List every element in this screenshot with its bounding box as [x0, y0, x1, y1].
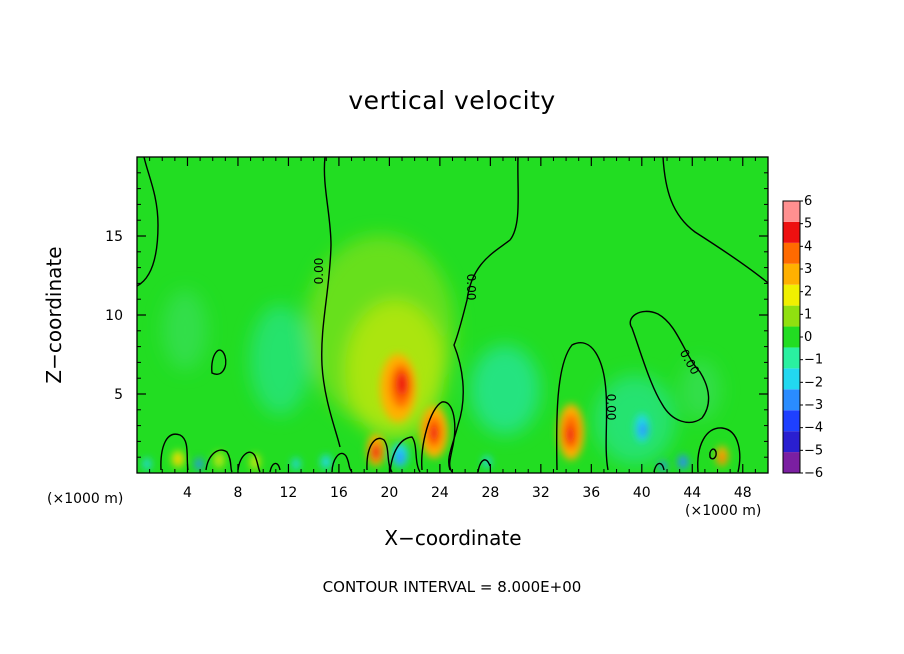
x-tick-label: 4	[183, 485, 192, 501]
colorbar-label: −4	[804, 421, 823, 436]
contour-line	[366, 437, 393, 473]
colorbar-swatch	[783, 368, 800, 390]
x-tick-label: 12	[280, 485, 298, 501]
colorbar: −6 −5 −4 −3 −2 −1 0 1 2 3 4 5 6	[782, 194, 823, 481]
colorbar-swatch	[783, 242, 800, 264]
contour-line	[331, 452, 353, 473]
contour-line	[697, 427, 741, 473]
colorbar-label: −1	[804, 353, 823, 368]
field-soft-shading	[163, 235, 720, 465]
x-axis-label: X−coordinate	[0, 526, 904, 550]
contour-line	[321, 157, 341, 448]
x-tick-label: 32	[532, 485, 550, 501]
colorbar-label: −2	[804, 375, 823, 390]
field-cells	[143, 354, 728, 471]
colorbar-swatch	[783, 452, 800, 473]
colorbar-swatch	[783, 284, 800, 306]
colorbar-label: −6	[804, 466, 823, 481]
colorbar-label: 1	[804, 307, 812, 322]
y-tick-label: 15	[105, 229, 123, 245]
colorbar-label: 4	[804, 239, 812, 254]
x-tick-label: 36	[582, 485, 600, 501]
x-tick-label: 24	[431, 485, 449, 501]
x-tick-label: 40	[633, 485, 651, 501]
contour-interval-note: CONTOUR INTERVAL = 8.000E+00	[322, 578, 582, 596]
contour-line	[160, 433, 189, 471]
colorbar-label: −3	[804, 398, 823, 413]
contour-label: 0.00	[464, 274, 478, 301]
contour-line	[205, 449, 233, 473]
contour-line	[555, 342, 609, 471]
contour-label: 0.00	[604, 394, 618, 421]
contour-line	[237, 451, 261, 473]
x-unit-right: (×1000 m)	[685, 503, 762, 519]
colorbar-label: 5	[804, 217, 812, 232]
chart-title: vertical velocity	[348, 86, 556, 115]
contour-line	[477, 459, 491, 473]
colorbar-swatch	[783, 201, 800, 222]
colorbar-swatch	[783, 326, 800, 348]
colorbar-swatch	[783, 305, 800, 327]
x-tick-label: 16	[330, 485, 348, 501]
y-tick-label: 5	[114, 387, 123, 403]
colorbar-swatch	[783, 347, 800, 369]
x-tick-label: 20	[380, 485, 398, 501]
colorbar-label: 3	[804, 262, 812, 277]
contour-label: 0.00	[312, 258, 326, 285]
x-tick-label: 8	[233, 485, 242, 501]
contour-line	[137, 157, 159, 287]
contour-line	[211, 349, 227, 375]
x-tick-label: 44	[683, 485, 701, 501]
x-tick-label: 48	[734, 485, 752, 501]
y-axis: 5 10 15	[105, 172, 768, 458]
contour-line	[269, 462, 281, 473]
colorbar-label: 0	[804, 330, 812, 345]
y-tick-label: 10	[105, 308, 123, 324]
y-axis-label: Z−coordinate	[42, 246, 66, 384]
colorbar-swatch	[783, 221, 800, 243]
zero-contours	[137, 157, 768, 473]
velocity-field: 0.00 0.00 0.00 0.00	[137, 157, 768, 473]
x-unit-left: (×1000 m)	[47, 491, 124, 507]
contour-line	[421, 401, 456, 473]
colorbar-label: −5	[804, 443, 823, 458]
contour-line	[448, 157, 519, 471]
contour-line	[389, 436, 421, 473]
colorbar-swatch	[783, 263, 800, 285]
x-tick-label: 28	[481, 485, 499, 501]
colorbar-label: 6	[804, 194, 812, 209]
contour-line	[629, 310, 710, 423]
contour-line	[709, 448, 717, 460]
colorbar-label: 2	[804, 285, 812, 300]
x-axis: 4 8 12 16 20 24 28 32 36 40 44 48	[149, 157, 756, 501]
colorbar-swatch	[783, 389, 800, 411]
colorbar-swatch	[783, 431, 800, 453]
contour-line	[662, 157, 768, 284]
x-axis-label-text: X−coordinate	[384, 526, 522, 550]
colorbar-swatch	[783, 410, 800, 432]
